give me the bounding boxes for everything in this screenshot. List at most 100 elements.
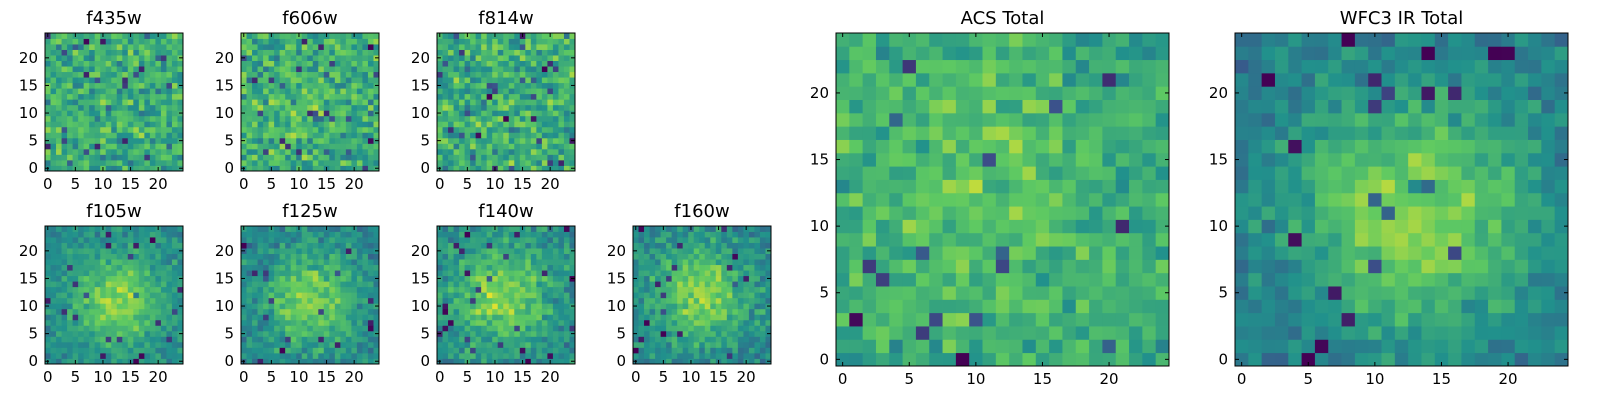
pixel [362, 336, 369, 343]
pixel [116, 115, 123, 122]
pixel [536, 93, 543, 100]
pixel [133, 82, 140, 89]
pixel [67, 115, 73, 122]
pixel [563, 325, 570, 332]
pixel [955, 326, 970, 340]
pixel [307, 231, 314, 238]
pixel [759, 286, 766, 293]
pixel [547, 82, 554, 89]
pixel [721, 242, 728, 249]
pixel [155, 242, 162, 249]
pixel [486, 77, 493, 84]
pixel [105, 270, 112, 277]
pixel [743, 308, 750, 315]
pixel [274, 115, 281, 122]
pixel [547, 93, 554, 100]
pixel [481, 325, 488, 332]
pixel [743, 292, 750, 299]
pixel [470, 55, 477, 61]
pixel [536, 319, 543, 326]
pixel [503, 352, 510, 359]
pixel [78, 259, 85, 266]
pixel [563, 314, 570, 321]
pixel [351, 248, 358, 254]
pixel [732, 319, 739, 326]
pixel [105, 286, 112, 293]
pixel [301, 281, 308, 288]
pixel [519, 264, 526, 271]
pixel [296, 88, 303, 95]
pixel [122, 292, 129, 299]
pixel [503, 308, 510, 315]
pixel [704, 303, 711, 310]
pixel [100, 330, 107, 337]
pixel [279, 159, 286, 166]
pixel [475, 143, 482, 150]
pixel [67, 159, 73, 166]
pixel [296, 77, 303, 84]
pixel [849, 299, 864, 314]
pixel [638, 253, 645, 260]
pixel [105, 226, 112, 232]
pixel [334, 165, 341, 172]
pixel [246, 297, 253, 304]
pixel [160, 126, 167, 133]
pixel [127, 341, 134, 348]
pixel [710, 308, 717, 315]
pixel [56, 104, 62, 111]
pixel [160, 237, 167, 243]
pixel [78, 292, 85, 299]
pixel [171, 38, 178, 45]
pixel [671, 253, 678, 260]
pixel [318, 159, 325, 166]
pixel [257, 330, 264, 337]
pixel [149, 308, 156, 315]
pixel [166, 314, 173, 321]
pixel [122, 99, 129, 106]
pixel [138, 248, 145, 254]
pixel [437, 292, 443, 299]
pixel [453, 148, 460, 155]
pixel [1075, 219, 1090, 234]
pixel [285, 88, 292, 95]
pixel [274, 308, 281, 315]
pixel [666, 325, 673, 332]
pixel [290, 352, 297, 359]
pixel [329, 270, 336, 277]
pixel [503, 292, 510, 299]
pixel [177, 143, 184, 150]
pixel [525, 341, 532, 348]
pixel [982, 192, 997, 207]
pixel [155, 314, 162, 321]
pixel [1142, 312, 1157, 327]
pixel [72, 132, 79, 139]
pixel [759, 303, 766, 310]
pixel [915, 179, 930, 194]
pixel [56, 66, 62, 73]
pixel [274, 55, 281, 61]
pixel [508, 110, 515, 117]
pixel [138, 242, 145, 249]
pixel [111, 33, 118, 39]
pixel [149, 88, 156, 95]
pixel [453, 275, 460, 282]
pixel [177, 336, 184, 343]
pixel [94, 325, 101, 332]
pixel [558, 154, 565, 161]
pixel [1155, 219, 1170, 234]
pixel [312, 143, 319, 150]
pixel [486, 137, 493, 144]
pixel [252, 104, 258, 111]
pixel [127, 121, 134, 128]
pixel [127, 259, 134, 266]
pixel [252, 259, 258, 266]
pixel [334, 264, 341, 271]
pixel [481, 143, 488, 150]
pixel [45, 38, 51, 45]
pixel [171, 231, 178, 238]
pixel [83, 248, 90, 254]
pixel [50, 248, 57, 254]
pixel [127, 325, 134, 332]
pixel [569, 132, 576, 139]
pixel [155, 253, 162, 260]
